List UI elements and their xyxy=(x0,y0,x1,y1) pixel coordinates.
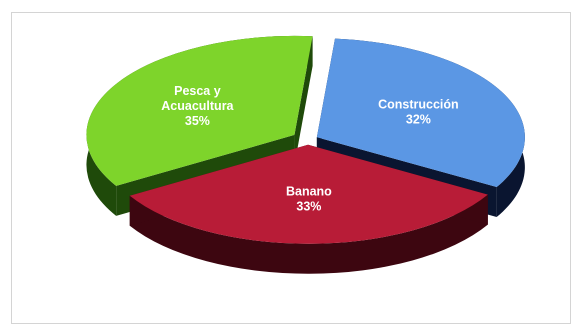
data-label-pesca-y-acuacultura-value: 35% xyxy=(185,114,210,128)
slice-side-banano xyxy=(129,194,488,274)
slice-side-pesca-y-acuacultura-edge-end xyxy=(294,36,313,165)
data-label-construcci-n-line-1: Construcción xyxy=(378,98,459,112)
data-label-construcci-n-value: 32% xyxy=(406,113,431,127)
chart-frame: Construcción 32% Banano 33% Pesca y Acuacultu… xyxy=(11,12,571,324)
slice-banano xyxy=(129,144,488,244)
slice-pesca-y-acuacultura xyxy=(86,35,313,186)
data-label-banano-value: 33% xyxy=(296,200,321,214)
data-label-pesca-y-acuacultura-line-2: Acuacultura xyxy=(161,99,234,113)
pie-tops xyxy=(86,35,525,244)
data-label-banano-line-1: Banano xyxy=(286,185,332,199)
slice-construcci-n xyxy=(316,38,525,188)
data-label-pesca-y-acuacultura-line-1: Pesca y xyxy=(174,84,221,98)
